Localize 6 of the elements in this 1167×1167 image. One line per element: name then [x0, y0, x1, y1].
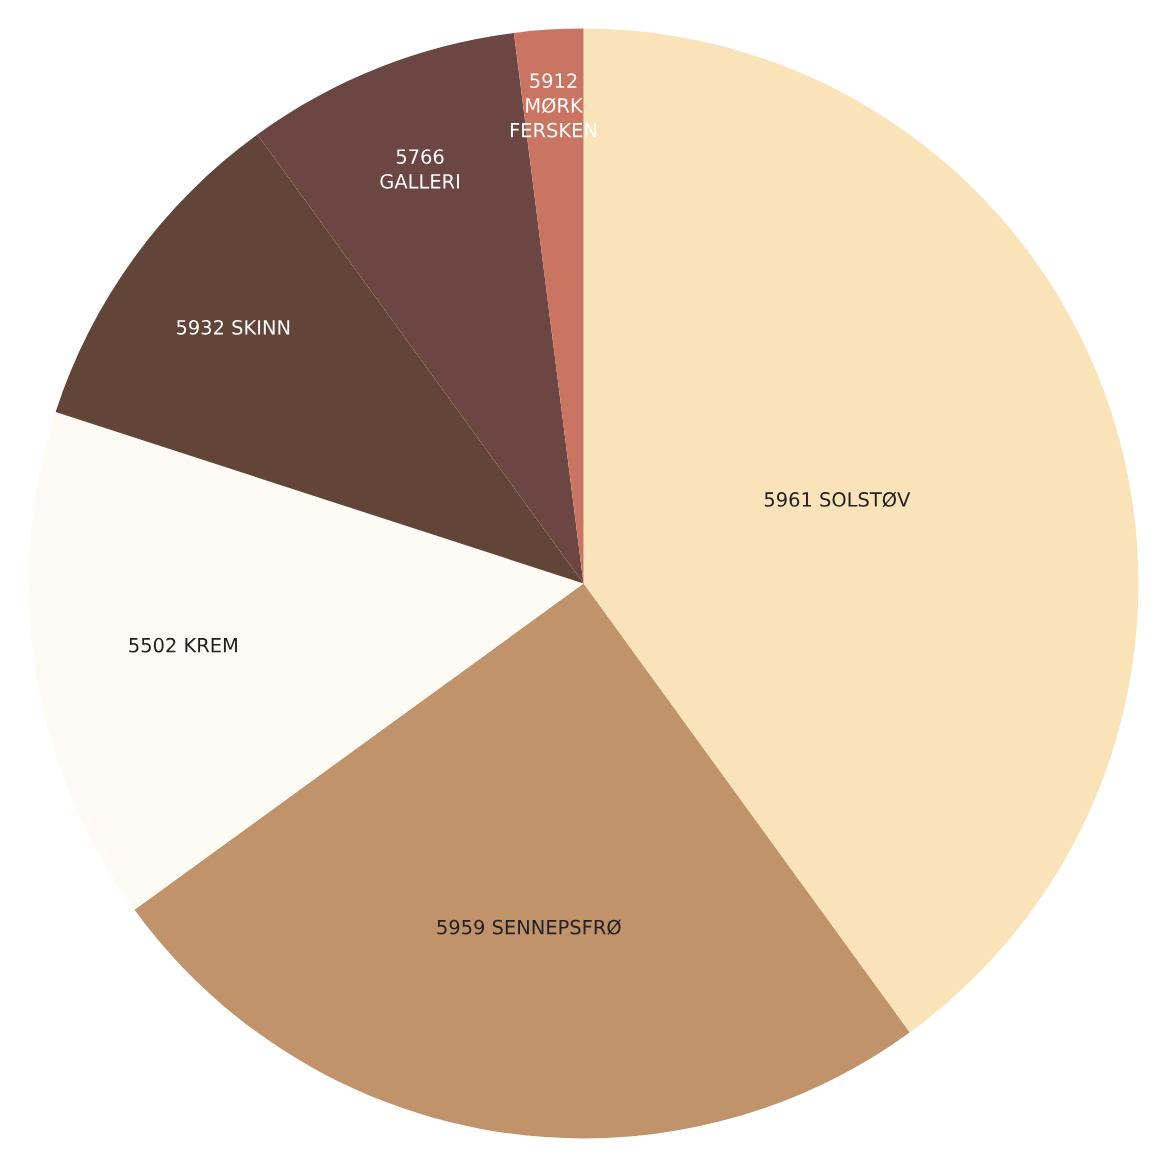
slice-label: 5959 SENNEPSFRØ	[437, 919, 621, 935]
slice-label: 5961 SOLSTØV	[764, 491, 911, 508]
slice-label: 5502 KREM	[129, 637, 237, 653]
slice-label: 5932 SKINN	[176, 319, 290, 335]
slice-label: 5766 GALLERI	[380, 149, 459, 189]
pie-slice	[28, 412, 584, 910]
